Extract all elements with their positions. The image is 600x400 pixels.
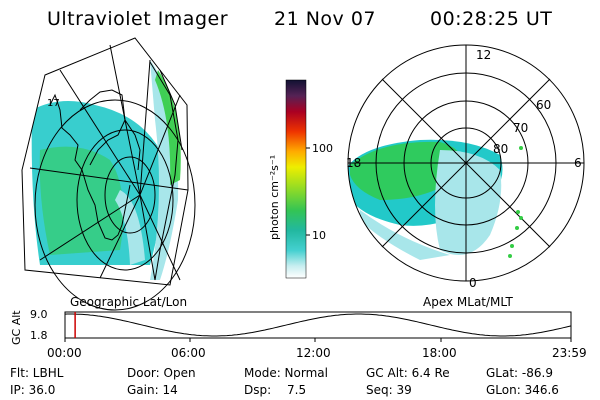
map-label-left: 17 [47, 98, 60, 109]
left-map-caption: Geographic Lat/Lon [70, 295, 188, 309]
orbit-xtick-3: 18:00 [422, 346, 457, 360]
time-label: 00:28:25 UT [430, 8, 553, 30]
gain-info: Gain: 14 [127, 383, 178, 397]
page-title: Ultraviolet Imager [47, 8, 229, 30]
orbit-xtick-1: 06:00 [171, 346, 206, 360]
aurora-image-right [348, 45, 584, 281]
orbit-ytick-bottom: 1.8 [30, 329, 48, 342]
dsp-value: 7.5 [287, 383, 307, 397]
seq-info: Seq: 39 [366, 383, 412, 397]
station-markers [508, 146, 523, 258]
polar-grid [347, 44, 585, 282]
date-label: 21 Nov 07 [274, 8, 377, 30]
glon-info: GLon: 346.6 [486, 383, 559, 397]
lat-label-70: 70 [513, 121, 528, 135]
geographic-grid [29, 44, 196, 311]
right-map-caption: Apex MLat/MLT [423, 295, 513, 309]
colorbar-unit-label: photon cm⁻²s⁻¹ [268, 155, 281, 240]
lat-label-60: 60 [536, 98, 551, 112]
lat-label-80: 80 [493, 142, 508, 156]
gc-alt-info: GC Alt: 6.4 Re [366, 366, 450, 380]
filter-info: Flt: LBHL [10, 366, 64, 380]
mlt-label-0: 0 [469, 276, 477, 290]
orbit-ylabel: GC Alt [10, 310, 23, 345]
orbit-xtick-2: 12:00 [296, 346, 331, 360]
mlt-label-12: 12 [476, 48, 491, 62]
mode-info: Mode: Normal [244, 366, 328, 380]
dsp-label: Dsp: [244, 383, 272, 397]
colorbar-tick-10: 10 [312, 229, 326, 242]
mlt-label-18: 18 [346, 156, 361, 170]
ip-info: IP: 36.0 [10, 383, 56, 397]
glat-info: GLat: -86.9 [486, 366, 553, 380]
door-info: Door: Open [127, 366, 196, 380]
orbit-xtick-0: 00:00 [47, 346, 82, 360]
aurora-image-left [22, 38, 188, 285]
orbit-ytick-top: 9.0 [30, 308, 48, 321]
orbit-xtick-4: 23:59 [552, 346, 587, 360]
coastline-outline [49, 61, 183, 281]
orbit-altitude-plot: GC Alt 9.0 1.8 [10, 308, 572, 345]
colorbar-tick-100: 100 [312, 142, 333, 155]
mlt-label-6: 6 [574, 156, 582, 170]
colorbar: 100 10 photon cm⁻²s⁻¹ [268, 79, 333, 279]
